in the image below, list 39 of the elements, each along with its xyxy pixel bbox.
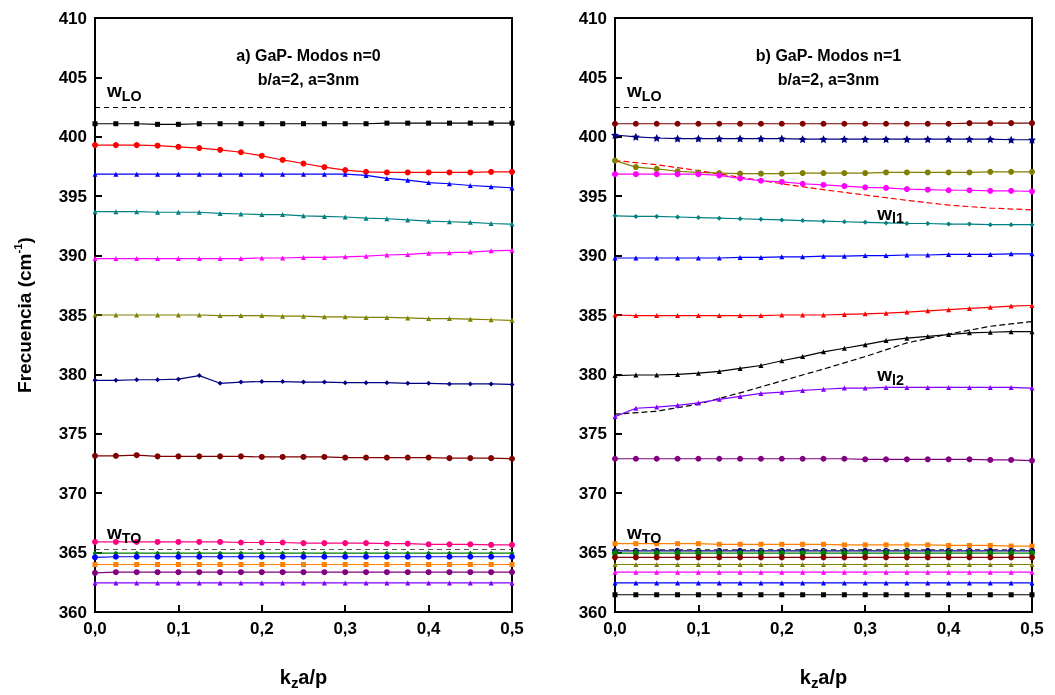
y-tick-label: 395 xyxy=(58,186,87,206)
text: b) GaP- Modos n=1 xyxy=(755,46,901,64)
text: a) GaP- Modos n=0 xyxy=(236,46,381,64)
x-tick-label: 0,0 xyxy=(83,619,107,638)
x-tick-label: 0,3 xyxy=(333,619,358,638)
y-tick-label: 410 xyxy=(58,8,87,28)
y-tick-label: 370 xyxy=(58,483,87,503)
y-tick-label: 375 xyxy=(578,424,607,444)
y-tick-label: 395 xyxy=(578,186,607,206)
y-tick-label: 405 xyxy=(58,67,87,87)
y-tick-label: 400 xyxy=(578,127,607,147)
y-tick-label: 360 xyxy=(58,602,87,622)
x-tick-label: 0,5 xyxy=(500,619,524,638)
y-tick-label: 390 xyxy=(578,246,607,266)
x-tick-label: 0,5 xyxy=(1019,619,1044,638)
x-tick-label: 0,4 xyxy=(416,619,441,638)
y-tick-label: 370 xyxy=(578,483,607,503)
y-tick-label: 405 xyxy=(578,67,607,87)
y-tick-label: 385 xyxy=(578,305,607,325)
y-tick-label: 380 xyxy=(58,364,87,384)
x-tick-label: 0,0 xyxy=(602,619,627,638)
x-tick-label: 0,2 xyxy=(249,619,274,638)
x-tick-label: 0,1 xyxy=(686,619,710,638)
y-axis-title: Frecuencia (cm-1) xyxy=(12,237,36,393)
y-tick-label: 385 xyxy=(58,305,87,325)
x-tick-label: 0,1 xyxy=(166,619,191,638)
x-tick-label: 0,4 xyxy=(936,619,961,638)
y-tick-label: 365 xyxy=(578,543,607,563)
y-tick-label: 375 xyxy=(58,424,87,444)
text: b/a=2, a=3nm xyxy=(257,70,360,88)
y-tick-label: 360 xyxy=(578,602,607,622)
y-tick-label: 400 xyxy=(58,127,87,147)
y-tick-label: 410 xyxy=(578,8,607,28)
x-tick-label: 0,2 xyxy=(769,619,794,638)
y-tick-label: 380 xyxy=(578,364,607,384)
text: b/a=2, a=3nm xyxy=(777,70,879,88)
y-tick-label: 365 xyxy=(58,543,87,563)
y-tick-label: 390 xyxy=(58,246,87,266)
x-tick-label: 0,3 xyxy=(852,619,877,638)
